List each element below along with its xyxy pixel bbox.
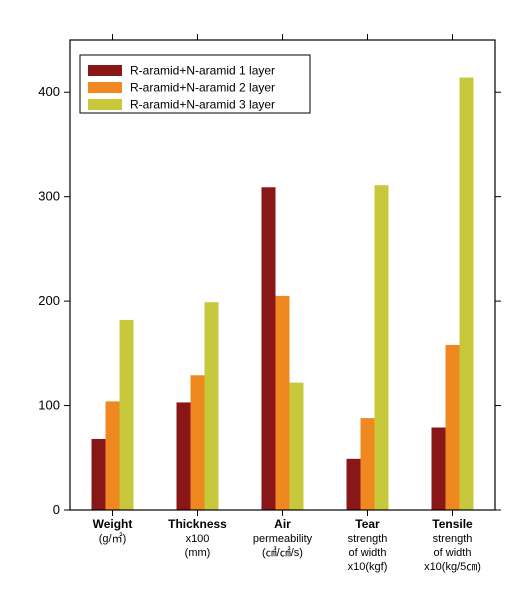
- bar: [191, 375, 205, 510]
- legend-swatch: [88, 99, 122, 110]
- bar: [290, 383, 304, 510]
- x-category-label: Tensile: [432, 517, 473, 531]
- x-category-label: of width: [349, 547, 387, 559]
- y-tick-label: 200: [38, 293, 60, 308]
- bar: [276, 296, 290, 510]
- grouped-bar-chart: 0 100 200 300 400 Weight(g/㎡) Thickness x100 (mm…: [0, 0, 514, 603]
- x-category-label: strength: [433, 533, 473, 545]
- bar: [361, 418, 375, 510]
- bar: [446, 345, 460, 510]
- bar: [106, 401, 120, 510]
- y-tick-label: 100: [38, 398, 60, 413]
- x-category-label: of width: [434, 547, 472, 559]
- legend-label: R-aramid+N-aramid 2 layer: [130, 81, 275, 95]
- x-category-label: Tear: [355, 517, 380, 531]
- x-category-label: (g/㎡): [99, 532, 127, 545]
- x-category-label: Air: [274, 517, 291, 531]
- legend-swatch: [88, 82, 122, 93]
- bar: [375, 185, 389, 510]
- x-category-label: x10(kg/5㎝): [424, 561, 481, 573]
- x-category-label: strength: [348, 533, 388, 545]
- x-category-label: x100: [186, 533, 210, 545]
- y-tick-label: 400: [38, 84, 60, 99]
- chart-svg: 0 100 200 300 400 Weight(g/㎡) Thickness x100 (mm…: [0, 0, 514, 603]
- bar: [347, 459, 361, 510]
- y-tick-label: 300: [38, 189, 60, 204]
- legend-label: R-aramid+N-aramid 3 layer: [130, 98, 275, 112]
- bar: [92, 439, 106, 510]
- legend-label: R-aramid+N-aramid 1 layer: [130, 64, 275, 78]
- x-category-label: x10(kgf): [348, 561, 388, 573]
- bar: [120, 320, 134, 510]
- x-category-label: Thickness: [168, 517, 227, 531]
- bar: [205, 302, 219, 510]
- x-category-label: (㎤/㎠/s): [262, 546, 303, 559]
- bar: [262, 187, 276, 510]
- bar: [432, 427, 446, 510]
- x-category-label: permeability: [253, 533, 313, 545]
- bar: [177, 402, 191, 510]
- legend-swatch: [88, 65, 122, 76]
- y-tick-label: 0: [53, 502, 60, 517]
- x-category-label: Weight: [93, 517, 133, 531]
- bar: [460, 78, 474, 510]
- x-category-label: (mm): [185, 547, 211, 559]
